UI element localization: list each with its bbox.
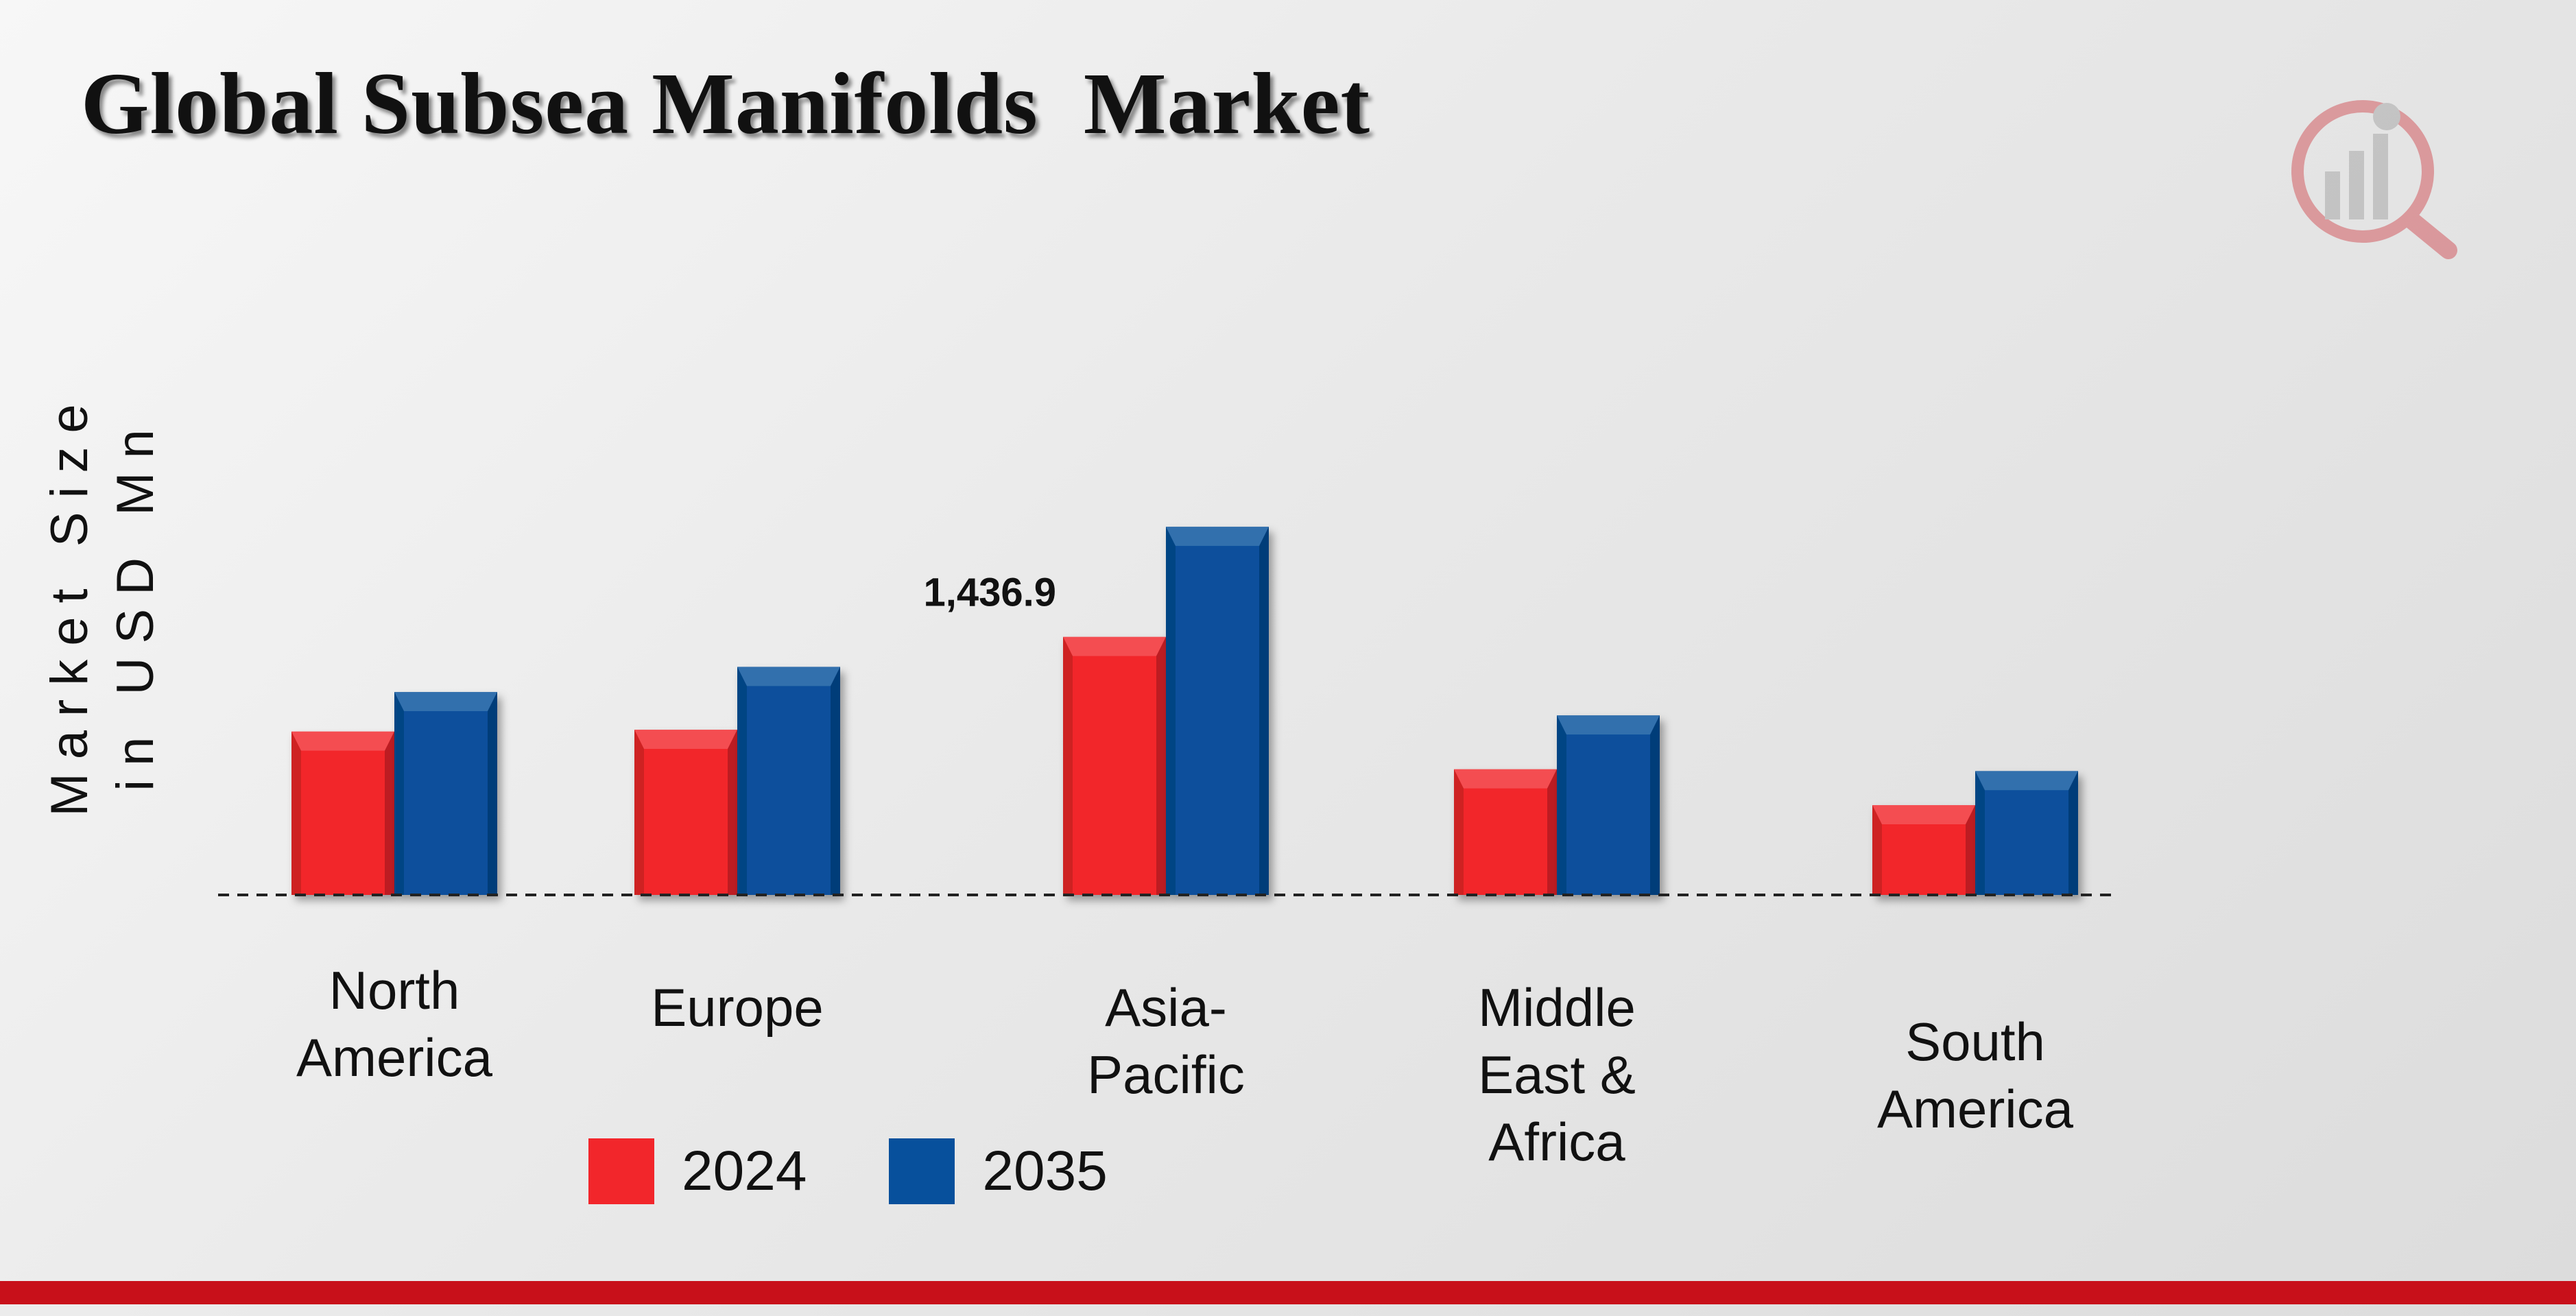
legend: 2024 2035 <box>588 1138 1190 1204</box>
legend-item-2035: 2035 <box>889 1138 1108 1204</box>
bar-2035-1 <box>394 692 497 895</box>
legend-swatch-2024 <box>588 1138 654 1204</box>
category-label-4: Middle East & Africa <box>1478 977 1636 1172</box>
category-label-1: North America <box>296 960 493 1088</box>
bar-2035-4 <box>1557 715 1660 895</box>
category-label-3: Asia- Pacific <box>1087 977 1245 1105</box>
bar-2024-2 <box>634 730 737 895</box>
bottom-accent-bar <box>0 1281 2576 1304</box>
brand-logo-icon <box>2277 89 2476 261</box>
category-label-5: South America <box>1876 1012 2074 1139</box>
legend-swatch-2035 <box>889 1138 955 1204</box>
chart-title: Global Subsea Manifolds Market <box>81 55 1371 152</box>
bar-2024-5 <box>1872 805 1975 895</box>
data-label-1: 1,436.9 <box>923 571 1056 615</box>
legend-label-2024: 2024 <box>682 1140 807 1202</box>
bar-2035-3 <box>1166 527 1269 895</box>
legend-label-2035: 2035 <box>982 1140 1108 1202</box>
category-label-2: Europe <box>651 977 824 1038</box>
bar-2024-3 <box>1063 636 1166 895</box>
legend-item-2024: 2024 <box>588 1138 807 1204</box>
bar-2035-2 <box>737 667 840 895</box>
bar-2035-5 <box>1975 771 2078 895</box>
bar-2024-1 <box>291 731 394 895</box>
bar-2024-4 <box>1454 769 1557 895</box>
